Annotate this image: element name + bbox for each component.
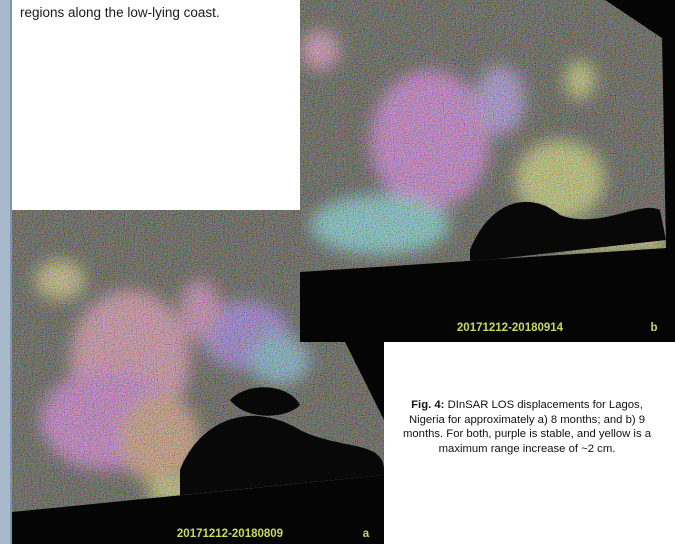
figure: 20171212-20180914 b 20171212-20180809 a	[0, 0, 675, 544]
panel-label: b	[650, 322, 657, 334]
panel-b-image	[300, 0, 675, 342]
panel-date-range: 20171212-20180914	[457, 322, 564, 334]
panel-date-range: 20171212-20180809	[177, 528, 283, 540]
figure-caption: Fig. 4: DInSAR LOS displacements for Lag…	[402, 398, 652, 456]
panel-label: a	[363, 528, 370, 540]
page: regions along the low-lying coast.	[0, 0, 675, 544]
caption-label: Fig. 4:	[411, 399, 444, 411]
